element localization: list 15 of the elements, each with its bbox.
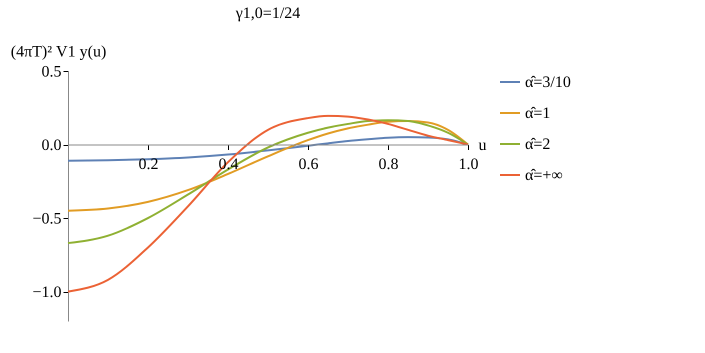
x-axis-title: u	[478, 137, 486, 154]
y-tick-label: 0.0	[42, 137, 62, 154]
chart-title: γ1,0=1/24	[234, 5, 300, 22]
legend-label: α̂=+∞	[525, 167, 563, 184]
y-tick-label: −1.0	[32, 284, 62, 302]
x-tick-label: 0.2	[138, 156, 158, 174]
x-tick-label: 0.8	[378, 156, 398, 174]
y-tick-label: 0.5	[42, 64, 62, 80]
y-axis-title: (4πT)² V1 y(u)	[10, 44, 106, 60]
legend-label: α̂=1	[525, 105, 550, 122]
x-tick-label: 1.0	[458, 156, 478, 174]
legend-label: α̂=3/10	[525, 74, 571, 91]
x-tick-label: 0.6	[298, 156, 318, 174]
y-tick-label: −0.5	[32, 210, 62, 228]
legend-label: α̂=2	[525, 136, 550, 153]
